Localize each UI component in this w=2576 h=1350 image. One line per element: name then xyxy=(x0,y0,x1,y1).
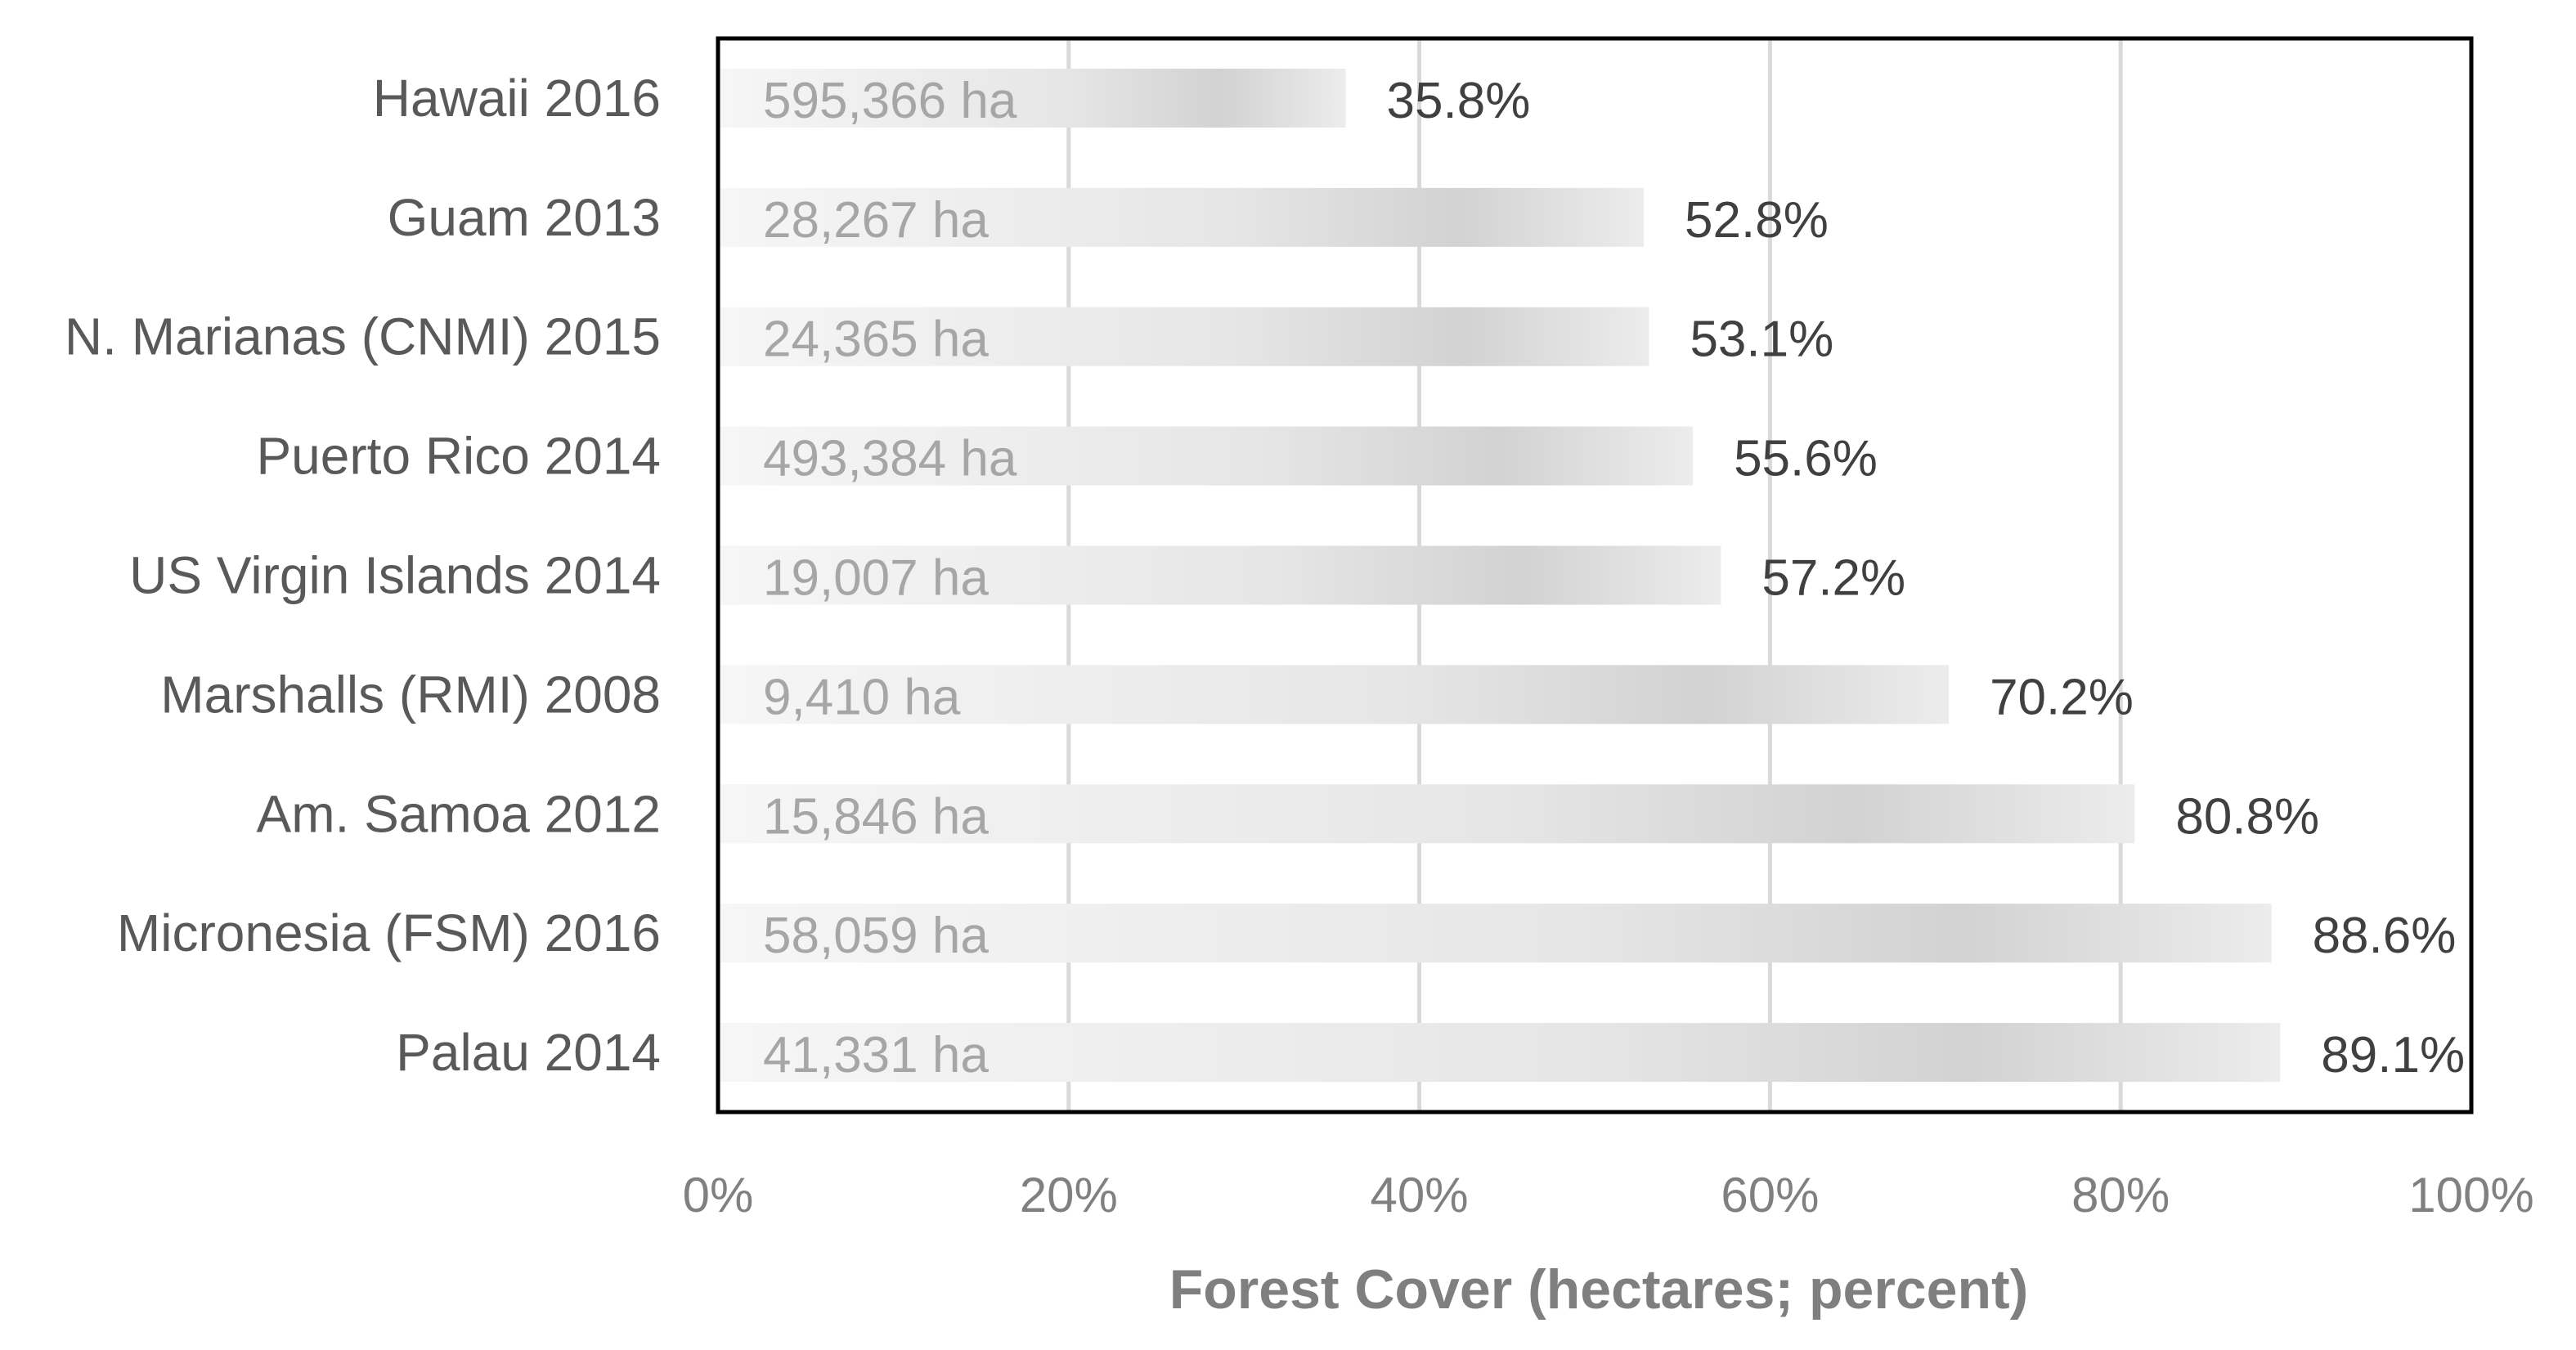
bar xyxy=(720,904,2272,963)
bar xyxy=(720,426,1694,486)
category-label: Puerto Rico 2014 xyxy=(256,427,661,486)
bar xyxy=(720,307,1649,366)
x-tick-label: 0% xyxy=(683,1168,754,1222)
hectare-label: 19,007 ha xyxy=(763,550,989,607)
category-label: US Virgin Islands 2014 xyxy=(129,546,661,605)
category-label: Hawaii 2016 xyxy=(373,69,661,128)
hectare-label: 28,267 ha xyxy=(763,192,989,249)
category-labels: Hawaii 2016 Guam 2013 N. Marianas (CNMI) 2… xyxy=(65,69,661,1082)
category-label: Am. Samoa 2012 xyxy=(257,784,662,843)
hectare-label: 15,846 ha xyxy=(763,788,989,845)
x-tick-label: 80% xyxy=(2071,1168,2170,1222)
hectare-label: 58,059 ha xyxy=(763,908,989,964)
percent-labels: 35.8% 52.8% 53.1% 55.6% 57.2% 70.2% 80.8% 88.6%… xyxy=(1387,73,2466,1083)
percent-label: 89.1% xyxy=(2321,1027,2465,1083)
bar xyxy=(720,187,1645,247)
category-label: Guam 2013 xyxy=(388,188,661,247)
x-tick-label: 40% xyxy=(1371,1168,1469,1222)
x-axis-title: Forest Cover (hectares; percent) xyxy=(1169,1258,2029,1321)
percent-label: 80.8% xyxy=(2175,788,2319,845)
category-label: Micronesia (FSM) 2016 xyxy=(117,904,661,962)
category-label: Palau 2014 xyxy=(396,1023,661,1082)
percent-label: 57.2% xyxy=(1761,550,1905,607)
x-tick-label: 60% xyxy=(1721,1168,1819,1222)
x-tick-label: 100% xyxy=(2408,1168,2533,1222)
percent-label: 55.6% xyxy=(1734,431,1878,487)
hectare-label: 9,410 ha xyxy=(763,669,961,725)
percent-label: 35.8% xyxy=(1387,73,1531,129)
bar xyxy=(720,784,2135,844)
bar xyxy=(720,1023,2281,1083)
bar xyxy=(720,68,1346,128)
hectare-label: 493,384 ha xyxy=(763,431,1017,487)
x-tick-labels: 0% 20% 40% 60% 80% 100% xyxy=(683,1168,2534,1222)
hectare-label: 41,331 ha xyxy=(763,1027,989,1083)
bars xyxy=(720,68,2281,1083)
percent-label: 70.2% xyxy=(1990,669,2134,725)
x-tick-label: 20% xyxy=(1020,1168,1118,1222)
percent-label: 53.1% xyxy=(1690,312,1833,368)
bar xyxy=(720,545,1721,605)
hectare-label: 24,365 ha xyxy=(763,312,989,368)
hectare-label: 595,366 ha xyxy=(763,73,1017,129)
percent-label: 88.6% xyxy=(2313,908,2457,964)
percent-label: 52.8% xyxy=(1685,192,1829,249)
category-label: N. Marianas (CNMI) 2015 xyxy=(65,307,661,366)
bar xyxy=(720,665,1950,724)
plot-frame xyxy=(716,36,2474,1115)
category-label: Marshalls (RMI) 2008 xyxy=(160,665,661,724)
hectare-labels: 595,366 ha 28,267 ha 24,365 ha 493,384 ha 19… xyxy=(763,73,1017,1083)
